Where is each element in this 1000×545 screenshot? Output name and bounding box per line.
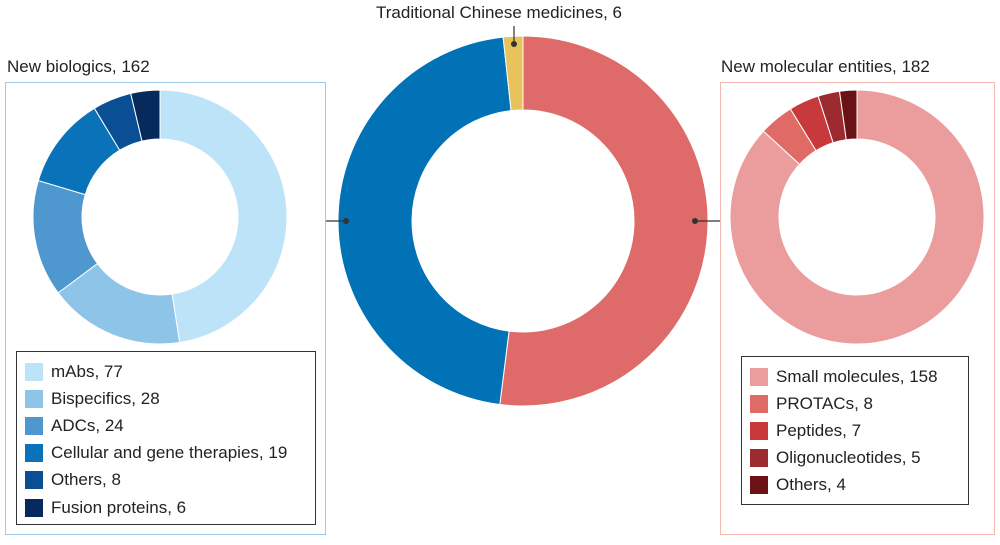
nme-legend-swatch-2 bbox=[750, 421, 768, 440]
nme-legend-label-0: Small molecules, 158 bbox=[776, 366, 938, 386]
biologics-title: New biologics, 162 bbox=[7, 57, 150, 76]
nme-legend-item-4: Others, 4 bbox=[750, 472, 968, 499]
nme-legend-item-2: Peptides, 7 bbox=[750, 417, 968, 444]
biologics-legend-swatch-0 bbox=[25, 362, 43, 381]
center-title: Traditional Chinese medicines, 6 bbox=[376, 3, 622, 22]
nme-legend-swatch-0 bbox=[750, 367, 768, 386]
nme-slice-0 bbox=[729, 89, 985, 345]
nme-legend-item-0: Small molecules, 158 bbox=[750, 363, 968, 390]
nme-slice-4 bbox=[838, 89, 858, 141]
nme-legend-label-3: Oligonucleotides, 5 bbox=[776, 448, 921, 468]
biologics-legend-label-1: Bispecifics, 28 bbox=[51, 388, 160, 408]
biologics-legend-label-3: Cellular and gene therapies, 19 bbox=[51, 443, 288, 463]
biologics-legend-swatch-5 bbox=[25, 498, 43, 517]
biologics-legend-item-2: ADCs, 24 bbox=[25, 412, 315, 439]
biologics-slice-5 bbox=[130, 89, 161, 142]
biologics-legend-item-3: Cellular and gene therapies, 19 bbox=[25, 440, 315, 467]
overview-slice-0 bbox=[499, 35, 709, 407]
biologics-legend-label-4: Others, 8 bbox=[51, 470, 121, 490]
biologics-connector-dot bbox=[343, 218, 349, 224]
nme-connector-dot bbox=[692, 218, 698, 224]
nme-legend-label-1: PROTACs, 8 bbox=[776, 393, 873, 413]
nme-title: New molecular entities, 182 bbox=[721, 57, 930, 76]
biologics-legend-swatch-2 bbox=[25, 416, 43, 435]
nme-legend-item-3: Oligonucleotides, 5 bbox=[750, 445, 968, 472]
nme-legend-label-2: Peptides, 7 bbox=[776, 420, 862, 440]
nme-legend-swatch-3 bbox=[750, 449, 768, 468]
biologics-legend-swatch-1 bbox=[25, 389, 43, 408]
biologics-legend: mAbs, 77 Bispecifics, 28 ADCs, 24 Cellular … bbox=[16, 351, 316, 525]
overview-slice-2 bbox=[502, 35, 524, 112]
biologics-legend-swatch-3 bbox=[25, 444, 43, 463]
tcm-connector-dot bbox=[511, 41, 517, 47]
nme-legend-swatch-4 bbox=[750, 476, 768, 495]
biologics-legend-item-4: Others, 8 bbox=[25, 467, 315, 494]
biologics-legend-item-0: mAbs, 77 bbox=[25, 358, 315, 385]
biologics-legend-swatch-4 bbox=[25, 471, 43, 490]
biologics-legend-item-5: Fusion proteins, 6 bbox=[25, 494, 315, 521]
nme-legend-swatch-1 bbox=[750, 394, 768, 413]
biologics-legend-item-1: Bispecifics, 28 bbox=[25, 385, 315, 412]
biologics-legend-label-0: mAbs, 77 bbox=[51, 361, 123, 381]
biologics-slice-0 bbox=[159, 89, 288, 344]
biologics-legend-label-2: ADCs, 24 bbox=[51, 415, 124, 435]
overview-slice-1 bbox=[337, 36, 512, 406]
nme-legend-item-1: PROTACs, 8 bbox=[750, 390, 968, 417]
biologics-legend-label-5: Fusion proteins, 6 bbox=[51, 497, 187, 517]
nme-panel bbox=[720, 82, 995, 535]
nme-legend: Small molecules, 158 PROTACs, 8 Peptides, … bbox=[741, 356, 969, 505]
biologics-panel bbox=[5, 82, 326, 535]
nme-legend-label-4: Others, 4 bbox=[776, 475, 846, 495]
